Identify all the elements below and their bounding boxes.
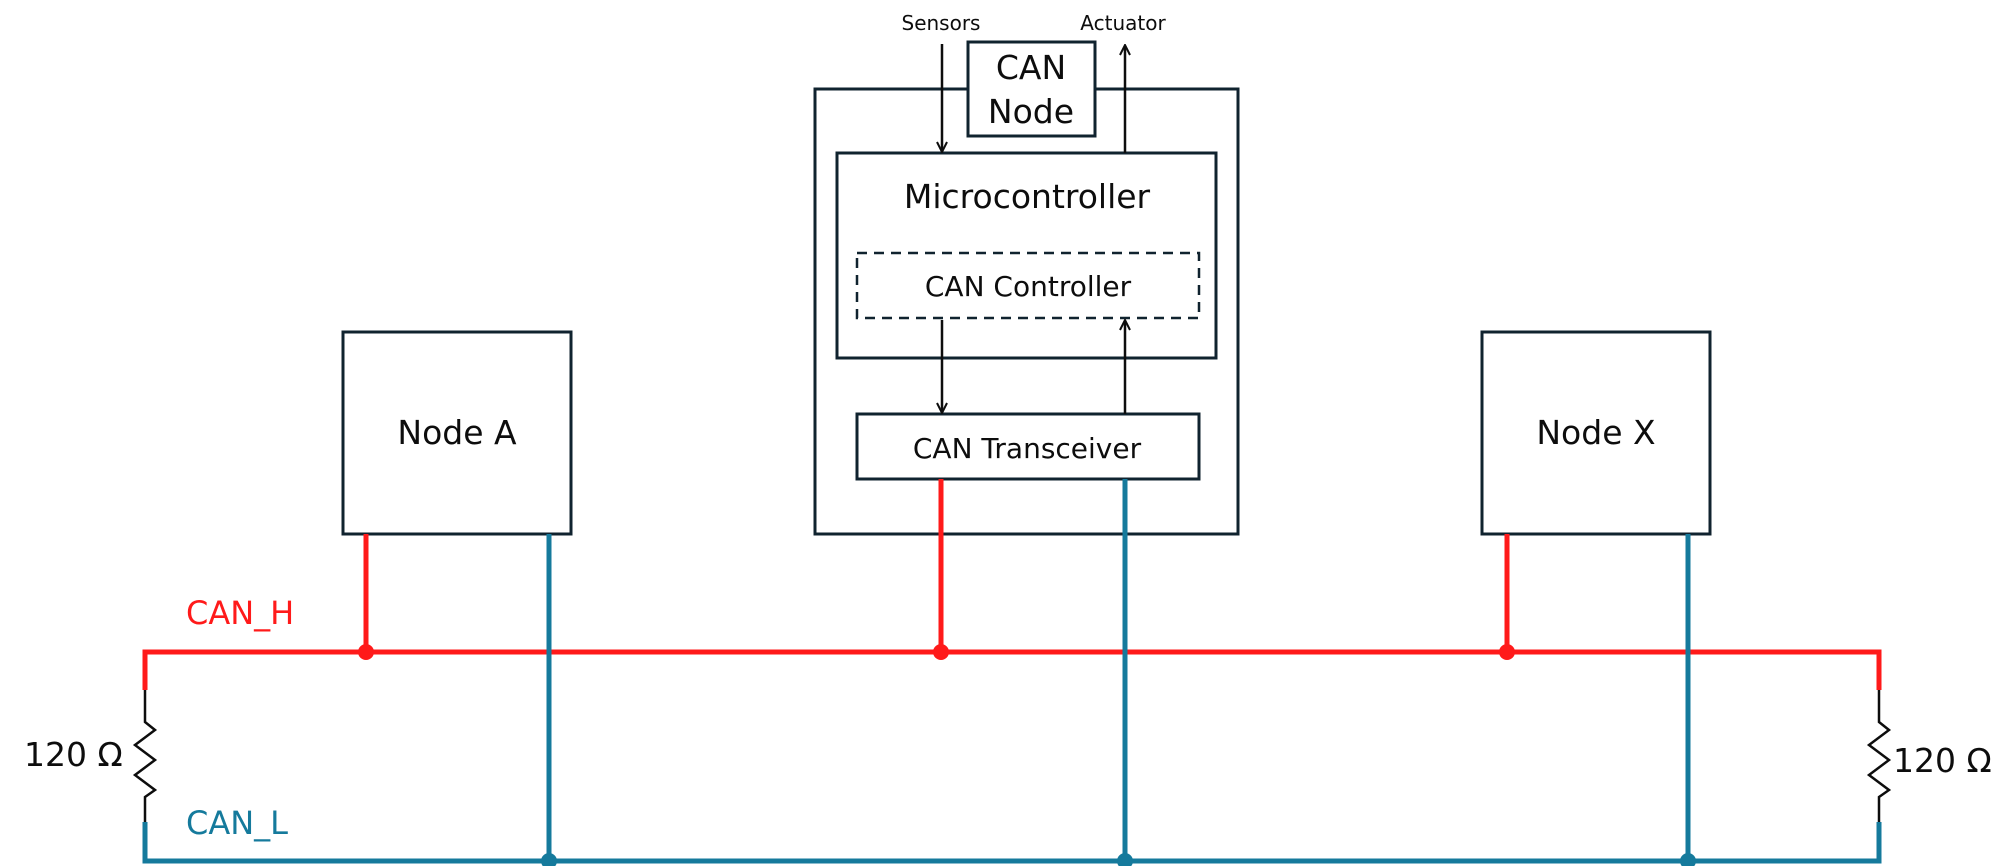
- can-l-bus-line: [142, 822, 1882, 864]
- microcontroller-box: [835, 151, 1218, 360]
- can-l-junction-can-node: [1117, 853, 1133, 866]
- actuator-label: Actuator: [1080, 11, 1166, 35]
- resistor-right-label: 120 Ω: [1893, 741, 1992, 780]
- can-l-junction-node-x: [1680, 853, 1696, 866]
- can-node-label-line2: Node: [988, 92, 1074, 131]
- can-transceiver-label: CAN Transceiver: [913, 432, 1142, 465]
- can-h-junction-can-node: [933, 644, 949, 660]
- can-l-junction-node-a: [541, 853, 557, 866]
- resistor-left: [132, 690, 158, 822]
- microcontroller-label: Microcontroller: [904, 177, 1151, 216]
- node-a-box: [341, 330, 573, 536]
- can-h-junction-node-a: [358, 644, 374, 660]
- can-h-junction-node-x: [1499, 644, 1515, 660]
- resistor-right: [1866, 690, 1892, 822]
- can-node-label-line1: CAN: [996, 48, 1066, 87]
- can-h-bus-line: [142, 649, 1882, 690]
- can-h-label: CAN_H: [186, 594, 294, 632]
- resistor-left-label: 120 Ω: [24, 735, 123, 774]
- can-transceiver-box: [855, 412, 1201, 481]
- sensors-label: Sensors: [902, 11, 981, 35]
- can-l-label: CAN_L: [186, 804, 288, 842]
- node-a-label: Node A: [397, 413, 517, 452]
- node-x-box: [1480, 330, 1712, 536]
- can-node-label-box: [966, 40, 1097, 138]
- can-controller-box: [855, 251, 1201, 320]
- can-controller-label: CAN Controller: [925, 270, 1132, 303]
- node-x-label: Node X: [1536, 413, 1655, 452]
